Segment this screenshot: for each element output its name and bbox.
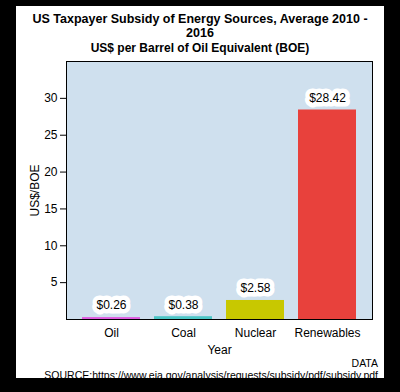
svg-text:$28.42: $28.42 bbox=[309, 91, 346, 105]
svg-text:15: 15 bbox=[44, 202, 58, 216]
svg-text:$2.58: $2.58 bbox=[240, 281, 270, 295]
svg-text:US$/BOE: US$/BOE bbox=[28, 164, 42, 216]
svg-text:20: 20 bbox=[44, 165, 58, 179]
svg-text:30: 30 bbox=[44, 91, 58, 105]
svg-text:Renewables: Renewables bbox=[294, 326, 360, 340]
svg-text:Coal: Coal bbox=[171, 326, 196, 340]
svg-text:Oil: Oil bbox=[104, 326, 119, 340]
svg-text:$0.38: $0.38 bbox=[168, 298, 198, 312]
svg-text:25: 25 bbox=[44, 128, 58, 142]
html-text:US$ per Barrel of Oil Equivale: US$ per Barrel of Oil Equivalent (BOE) bbox=[90, 41, 310, 55]
svg-text:5: 5 bbox=[51, 275, 58, 289]
svg-text:10: 10 bbox=[44, 239, 58, 253]
html-text:US Taxpayer Subsidy of Energy: US Taxpayer Subsidy of Energy Sources, A… bbox=[32, 12, 368, 40]
html-text:DATA SOURCE:https://www.eia.go: DATA SOURCE:https://www.eia.gov/analysis… bbox=[44, 357, 378, 381]
svg-text:Nuclear: Nuclear bbox=[235, 326, 276, 340]
svg-text:$0.26: $0.26 bbox=[96, 298, 126, 312]
svg-text:Year: Year bbox=[207, 343, 231, 357]
